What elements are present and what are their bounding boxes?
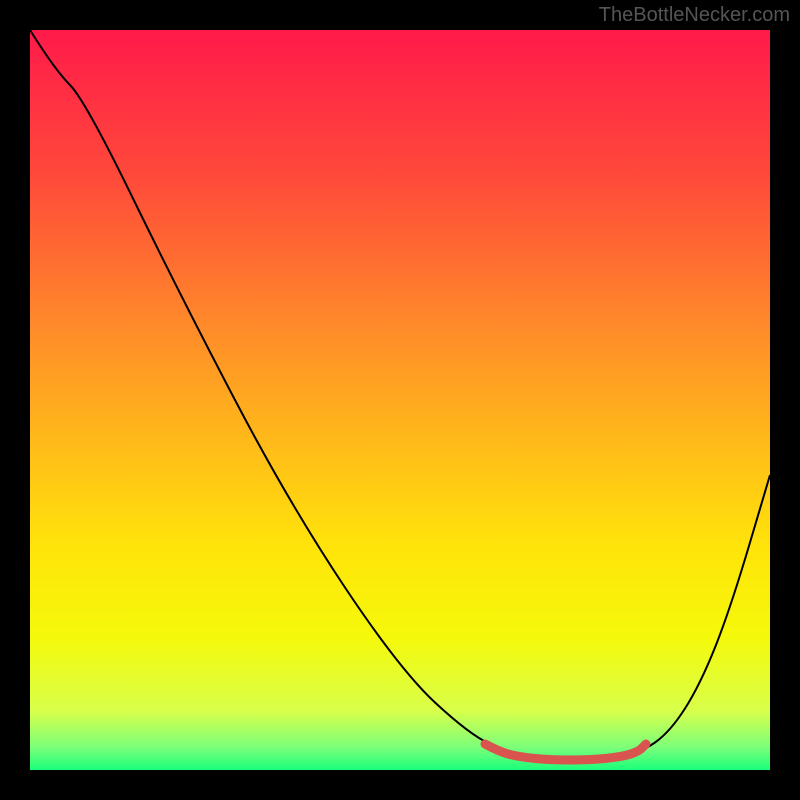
chart-canvas: TheBottleNecker.com [0,0,800,800]
curve-layer [30,30,770,770]
main-curve [30,30,770,760]
highlight-curve [485,744,646,760]
plot-area [30,30,770,770]
watermark-text: TheBottleNecker.com [599,4,790,27]
